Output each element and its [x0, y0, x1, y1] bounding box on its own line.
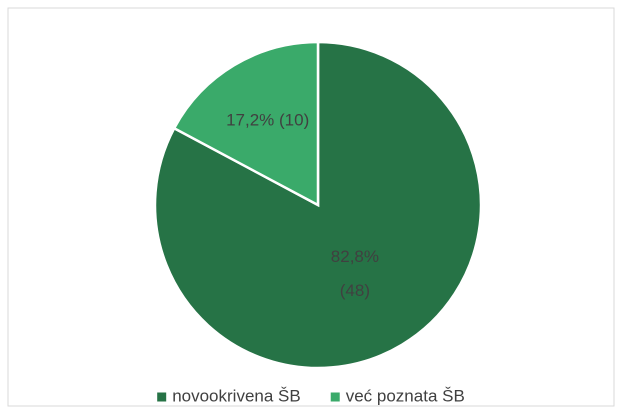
pie-slice [172, 40, 320, 208]
legend-swatch [157, 392, 167, 402]
data-label-line: (48) [340, 281, 370, 300]
data-label: 82,8% (48) [331, 247, 379, 300]
legend-label: novookrivena ŠB [172, 386, 301, 405]
legend-swatch [330, 392, 340, 402]
data-label-line: 82,8% [331, 247, 379, 266]
legend-label: već poznata ŠB [346, 386, 465, 405]
data-label: 17,2% (10) [226, 111, 309, 130]
